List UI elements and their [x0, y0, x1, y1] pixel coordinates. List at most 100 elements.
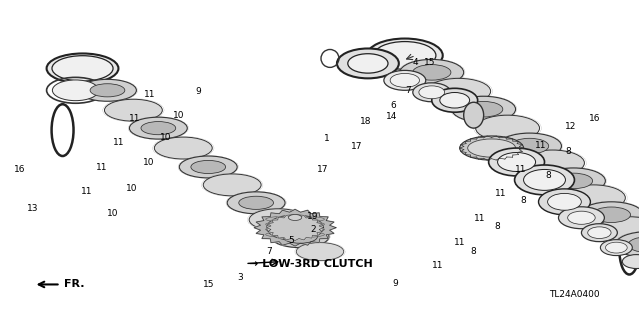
Text: 10: 10 [126, 184, 138, 193]
Ellipse shape [524, 169, 566, 190]
Ellipse shape [271, 226, 329, 248]
Ellipse shape [413, 83, 451, 102]
Ellipse shape [52, 80, 99, 101]
Ellipse shape [276, 219, 314, 236]
Text: 10: 10 [172, 111, 184, 120]
Ellipse shape [400, 59, 464, 85]
Text: 7: 7 [266, 247, 272, 256]
Text: 16: 16 [14, 165, 26, 174]
Ellipse shape [476, 115, 540, 141]
Text: 19: 19 [307, 212, 318, 221]
Text: 11: 11 [495, 189, 506, 198]
Ellipse shape [468, 139, 516, 157]
Ellipse shape [367, 39, 443, 72]
Text: 5: 5 [289, 236, 294, 245]
Text: 13: 13 [27, 204, 38, 213]
Text: 10: 10 [107, 209, 118, 218]
Text: 17: 17 [317, 165, 329, 174]
Text: 16: 16 [589, 114, 600, 123]
Ellipse shape [592, 207, 630, 223]
Text: 12: 12 [565, 122, 577, 131]
Ellipse shape [510, 138, 548, 154]
Ellipse shape [296, 243, 344, 261]
Polygon shape [266, 215, 324, 241]
Ellipse shape [129, 117, 188, 139]
Text: 4: 4 [413, 58, 419, 67]
Polygon shape [254, 209, 336, 246]
Text: 11: 11 [113, 137, 125, 146]
Text: 11: 11 [474, 214, 485, 223]
Ellipse shape [390, 73, 419, 87]
Ellipse shape [588, 227, 611, 239]
Ellipse shape [559, 207, 604, 229]
Ellipse shape [374, 41, 436, 69]
Text: 15: 15 [203, 280, 214, 289]
Text: 8: 8 [565, 147, 571, 156]
Text: 11: 11 [534, 141, 546, 150]
Ellipse shape [79, 79, 136, 101]
Ellipse shape [452, 96, 516, 122]
Ellipse shape [141, 122, 176, 135]
Ellipse shape [561, 185, 625, 211]
Text: TL24A0400: TL24A0400 [550, 290, 600, 299]
Text: 10: 10 [143, 158, 155, 167]
Text: 11: 11 [515, 165, 527, 174]
Text: → LOW-3RD CLUTCH: → LOW-3RD CLUTCH [249, 258, 373, 269]
Text: 8: 8 [470, 247, 476, 256]
Ellipse shape [568, 211, 595, 224]
Ellipse shape [498, 133, 561, 159]
Text: 17: 17 [351, 142, 363, 151]
Ellipse shape [488, 148, 545, 176]
Ellipse shape [597, 217, 640, 243]
Text: 15: 15 [424, 58, 436, 67]
Text: 8: 8 [545, 171, 551, 180]
Ellipse shape [239, 196, 273, 209]
Ellipse shape [337, 48, 399, 78]
Text: 10: 10 [160, 133, 172, 142]
Text: 9: 9 [196, 87, 202, 96]
Text: FR.: FR. [63, 279, 84, 289]
Ellipse shape [90, 84, 125, 97]
Ellipse shape [432, 88, 477, 112]
Ellipse shape [548, 193, 581, 210]
Ellipse shape [191, 160, 226, 174]
Ellipse shape [628, 237, 640, 252]
Text: 11: 11 [144, 90, 156, 99]
Ellipse shape [515, 165, 575, 195]
Ellipse shape [104, 99, 163, 121]
Ellipse shape [419, 86, 445, 99]
Ellipse shape [47, 54, 118, 83]
Text: 3: 3 [237, 272, 243, 281]
Ellipse shape [52, 56, 113, 81]
Ellipse shape [579, 202, 640, 228]
Text: 11: 11 [96, 163, 108, 172]
Ellipse shape [464, 102, 484, 128]
Text: 8: 8 [495, 222, 500, 231]
Ellipse shape [384, 70, 426, 90]
Text: 11: 11 [433, 261, 444, 271]
Ellipse shape [440, 93, 470, 108]
Text: 1: 1 [323, 134, 329, 143]
Ellipse shape [622, 255, 640, 269]
Ellipse shape [204, 174, 261, 196]
Ellipse shape [289, 214, 301, 220]
Ellipse shape [413, 65, 451, 80]
Ellipse shape [460, 136, 524, 160]
Text: 18: 18 [360, 117, 372, 126]
Ellipse shape [154, 137, 212, 159]
Ellipse shape [538, 189, 591, 215]
Text: 11: 11 [129, 114, 141, 123]
Ellipse shape [179, 156, 237, 178]
Ellipse shape [541, 168, 605, 194]
Ellipse shape [615, 232, 640, 257]
Ellipse shape [605, 242, 627, 253]
Ellipse shape [465, 101, 503, 117]
Ellipse shape [554, 173, 593, 189]
Text: 2: 2 [311, 225, 316, 234]
Ellipse shape [249, 209, 307, 231]
Ellipse shape [497, 152, 536, 172]
Ellipse shape [520, 150, 584, 176]
Text: 11: 11 [81, 187, 93, 196]
Ellipse shape [581, 224, 618, 241]
Ellipse shape [348, 54, 388, 73]
